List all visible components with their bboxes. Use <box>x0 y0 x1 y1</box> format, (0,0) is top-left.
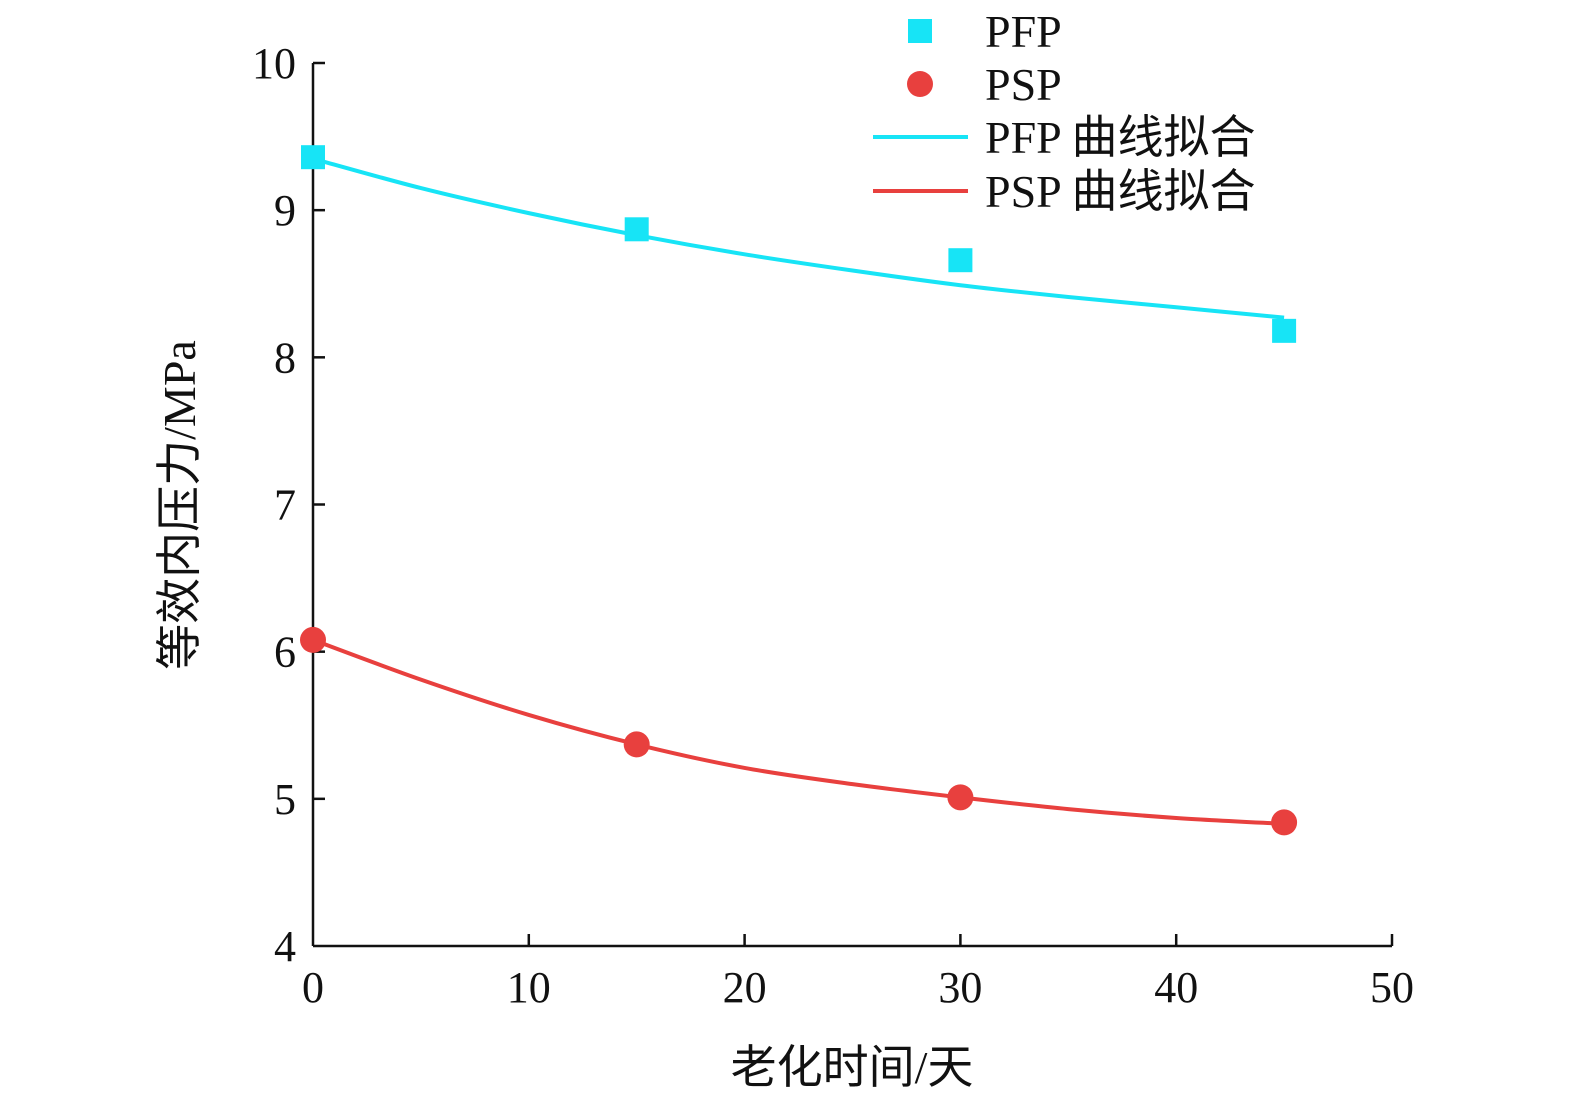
y-tick-label: 8 <box>274 333 296 382</box>
fit-lines <box>312 156 1285 826</box>
ticks: 0 10 20 30 40 50 4 5 6 7 8 9 10 <box>252 39 1414 1012</box>
legend-label: PSP 曲线拟合 <box>985 166 1256 217</box>
psp-point <box>1271 809 1298 836</box>
x-tick-label: 20 <box>723 963 767 1012</box>
y-tick-label: 4 <box>274 922 296 971</box>
pfp-point <box>624 217 649 242</box>
y-tick-label: 6 <box>274 628 296 677</box>
legend-label: PSP <box>985 59 1062 110</box>
y-tick-label: 10 <box>252 39 296 88</box>
x-tick-label: 10 <box>507 963 551 1012</box>
x-axis-title: 老化时间/天 <box>731 1042 974 1093</box>
y-axis-title: 等效内压力/MPa <box>154 340 205 670</box>
y-tick-label: 7 <box>274 481 296 530</box>
y-tick-label: 5 <box>274 775 296 824</box>
legend-label: PFP 曲线拟合 <box>985 112 1256 163</box>
legend-label: PFP <box>985 6 1062 57</box>
y-tick-label: 9 <box>274 186 296 235</box>
psp-point <box>300 626 326 653</box>
pfp-point <box>301 145 325 170</box>
pfp-point <box>1272 318 1297 343</box>
psp-point <box>947 784 974 811</box>
legend-circle-marker <box>907 71 933 97</box>
x-tick-label: 50 <box>1370 963 1414 1012</box>
fit-line-psp <box>312 638 1285 826</box>
psp-point <box>623 731 650 758</box>
x-tick-label: 0 <box>302 963 324 1012</box>
pfp-point <box>948 248 973 273</box>
x-tick-label: 40 <box>1154 963 1198 1012</box>
legend-square-marker <box>908 19 932 43</box>
data-points <box>300 145 1298 836</box>
fit-line-pfp <box>312 156 1285 320</box>
x-tick-label: 30 <box>938 963 982 1012</box>
